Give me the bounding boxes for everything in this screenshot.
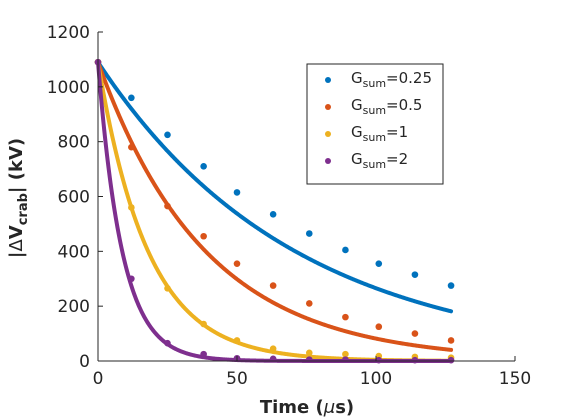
series-2-point-2 <box>164 285 171 292</box>
series-2-point-5 <box>269 345 277 352</box>
series-1-point-2 <box>164 202 171 210</box>
series-3-point-2 <box>164 339 171 347</box>
series-1-point-7 <box>342 313 349 321</box>
series-1-point-9 <box>411 330 419 337</box>
series-3-point-7 <box>342 356 349 363</box>
legend: Gsum=0.25 Gsum=0.5 Gsum=1 Gsum=2 <box>306 63 444 185</box>
y-tick-label-0: 0 <box>79 352 90 372</box>
y-axis-title: |ΔVcrab| (kV) <box>6 138 31 258</box>
legend-label-0: Gsum=0.25 <box>351 69 432 90</box>
legend-marker-1 <box>325 104 331 110</box>
legend-label-3: Gsum=2 <box>351 150 408 171</box>
series-0-point-7 <box>342 246 349 254</box>
legend-marker-0 <box>325 77 331 83</box>
series-1-point-5 <box>269 282 277 289</box>
x-axis-title: Time (μs) <box>260 397 354 418</box>
series-3-point-10 <box>447 356 455 364</box>
x-tick-label-1: 50 <box>226 369 248 389</box>
series-1-point-6 <box>305 300 313 307</box>
x-tick-label-0: 0 <box>93 369 104 389</box>
legend-marker-3 <box>325 158 331 164</box>
x-tick-label-3: 150 <box>499 369 531 389</box>
ticks: 0 50 100 150 0 200 400 600 800 1000 1200 <box>47 23 531 389</box>
series-0-point-2 <box>164 131 171 139</box>
series-2-point-6 <box>305 349 313 357</box>
legend-label-1: Gsum=0.5 <box>351 96 422 117</box>
y-tick-label-4: 800 <box>58 133 90 153</box>
series-0-point-9 <box>411 271 419 278</box>
series-1-point-8 <box>375 323 383 331</box>
series-1-point-10 <box>447 337 455 344</box>
series-3-point-9 <box>411 356 419 364</box>
series-2-point-3 <box>200 320 207 328</box>
series-1-point-3 <box>200 232 207 240</box>
series-0-point-10 <box>447 282 455 289</box>
series-1-point-4 <box>233 260 241 267</box>
series-3-point-3 <box>200 350 207 358</box>
y-tick-label-2: 400 <box>58 242 90 262</box>
series-3-point-6 <box>305 356 313 363</box>
x-tick-label-2: 100 <box>360 369 392 389</box>
series-1-point-1 <box>128 143 135 151</box>
series-0-point-8 <box>375 260 383 267</box>
series-0-point-4 <box>233 189 241 196</box>
series-3-point-8 <box>375 356 383 364</box>
series-2-point-1 <box>128 204 135 211</box>
series-0-point-3 <box>200 163 207 170</box>
series-0-point-5 <box>269 211 277 218</box>
series-0-points <box>96 60 454 314</box>
series-3-point-1 <box>128 275 135 283</box>
series-1-points <box>96 60 454 352</box>
series-3-point-5 <box>269 355 277 363</box>
y-tick-label-1: 200 <box>58 297 90 317</box>
y-tick-label-6: 1200 <box>47 23 90 43</box>
legend-box <box>306 63 444 185</box>
series-0-point-1 <box>128 94 135 102</box>
y-tick-label-3: 600 <box>58 188 90 208</box>
series-0-point-6 <box>305 230 313 237</box>
legend-label-2: Gsum=1 <box>351 123 408 144</box>
y-tick-label-5: 1000 <box>47 78 90 98</box>
series-2-point-4 <box>233 337 241 344</box>
series-2-point-7 <box>342 350 349 358</box>
legend-marker-2 <box>325 131 331 137</box>
